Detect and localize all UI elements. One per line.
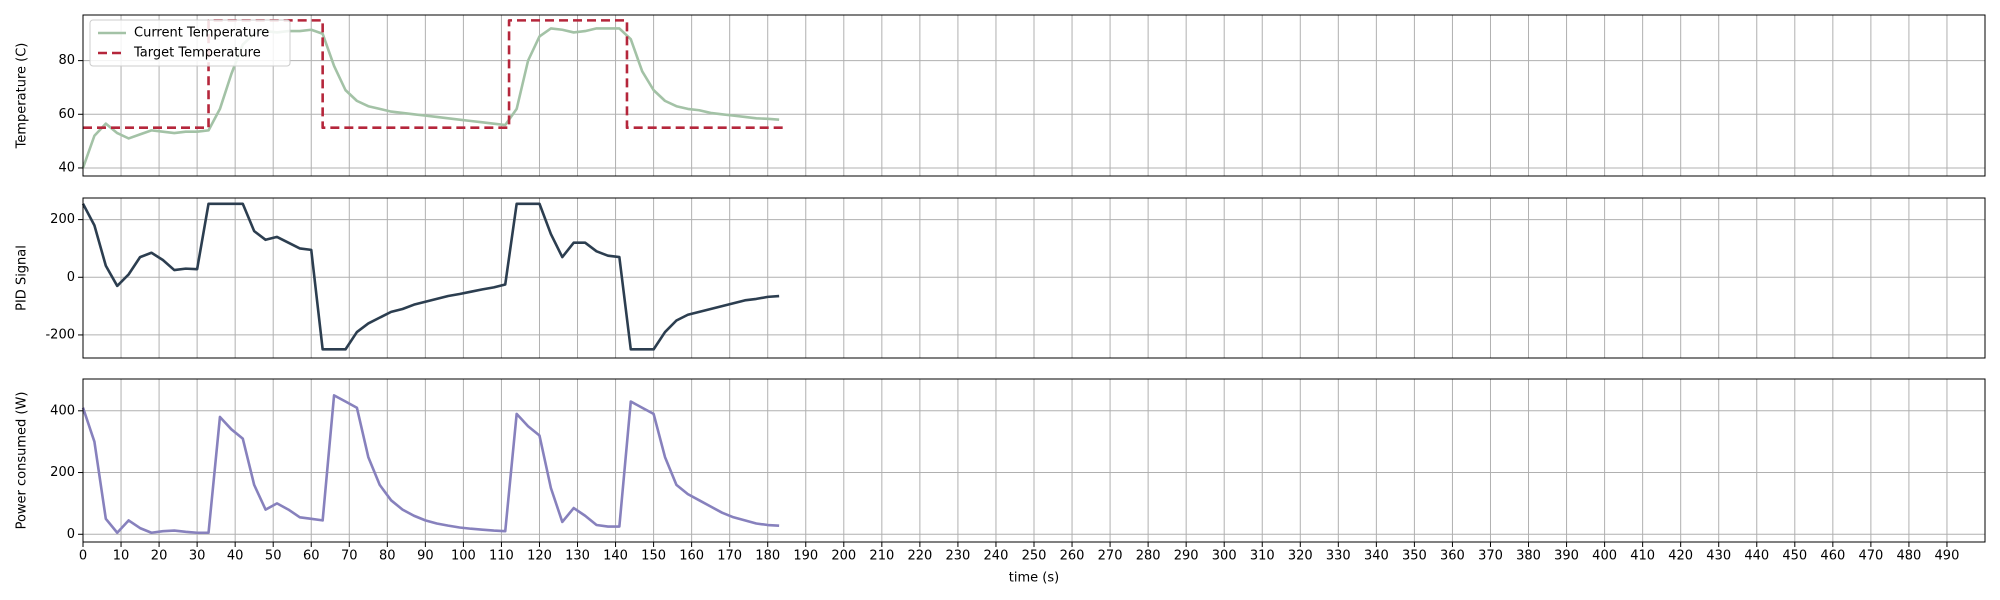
y-tick-label: 200 (50, 465, 75, 480)
x-tick-label: 150 (641, 549, 666, 564)
x-tick-label: 310 (1250, 549, 1275, 564)
x-tick-label: 40 (227, 549, 244, 564)
x-tick-label: 90 (417, 549, 434, 564)
x-tick-label: 490 (1935, 549, 1960, 564)
x-tick-label: 210 (869, 549, 894, 564)
x-tick-label: 170 (717, 549, 742, 564)
x-tick-label: 140 (603, 549, 628, 564)
y-tick-label: 80 (58, 53, 75, 68)
x-tick-label: 50 (265, 549, 282, 564)
plot-frame (82, 378, 1986, 543)
x-tick-label: 70 (341, 549, 358, 564)
x-tick-label: 160 (679, 549, 704, 564)
x-tick-label: 190 (793, 549, 818, 564)
x-tick-label: 360 (1440, 549, 1465, 564)
x-tick-label: 350 (1402, 549, 1427, 564)
x-tick-label: 30 (189, 549, 206, 564)
x-tick-label: 390 (1554, 549, 1579, 564)
plot-frame (82, 14, 1986, 177)
x-tick-label: 460 (1820, 549, 1845, 564)
x-tick-label: 330 (1326, 549, 1351, 564)
x-tick-label: 340 (1364, 549, 1389, 564)
x-tick-label: 270 (1098, 549, 1123, 564)
x-tick-label: 100 (451, 549, 476, 564)
data-line (81, 394, 780, 535)
x-tick-label: 480 (1897, 549, 1922, 564)
x-tick-label: 250 (1022, 549, 1047, 564)
x-tick-label: 400 (1592, 549, 1617, 564)
y-tick-label: 60 (58, 107, 75, 122)
x-tick-label: 290 (1174, 549, 1199, 564)
x-tick-label: 300 (1212, 549, 1237, 564)
y-tick-label: 0 (67, 270, 75, 285)
x-tick-label: 110 (489, 549, 514, 564)
x-tick-label: 450 (1782, 549, 1807, 564)
x-tick-label: 10 (113, 549, 130, 564)
x-tick-label: 220 (907, 549, 932, 564)
x-tick-label: 240 (984, 549, 1009, 564)
x-tick-label: 470 (1858, 549, 1883, 564)
x-tick-label: 230 (946, 549, 971, 564)
x-tick-label: 200 (831, 549, 856, 564)
y-axis-label: PID Signal (15, 245, 30, 311)
data-line (81, 202, 780, 351)
x-tick-label: 370 (1478, 549, 1503, 564)
x-tick-label: 130 (565, 549, 590, 564)
y-axis-label: Temperature (C) (15, 43, 30, 150)
x-tick-label: 440 (1744, 549, 1769, 564)
plot-frame (82, 197, 1986, 359)
x-tick-label: 380 (1516, 549, 1541, 564)
y-tick-label: 400 (50, 403, 75, 418)
x-tick-label: 180 (755, 549, 780, 564)
legend-box (89, 19, 291, 67)
legend-label: Current Temperature (134, 26, 269, 41)
y-tick-label: 0 (67, 527, 75, 542)
x-tick-label: 410 (1630, 549, 1655, 564)
x-tick-label: 80 (379, 549, 396, 564)
x-tick-label: 20 (151, 549, 168, 564)
x-tick-label: 280 (1136, 549, 1161, 564)
x-tick-label: 420 (1668, 549, 1693, 564)
x-tick-label: 260 (1060, 549, 1085, 564)
y-tick-label: 40 (58, 160, 75, 175)
y-tick-label: -200 (45, 327, 75, 342)
data-line (81, 27, 780, 169)
x-tick-label: 120 (527, 549, 552, 564)
y-axis-label: Power consumed (W) (15, 392, 30, 530)
legend-label: Target Temperature (133, 46, 261, 61)
x-tick-label: 0 (79, 549, 87, 564)
x-tick-label: 60 (303, 549, 320, 564)
x-tick-label: 320 (1288, 549, 1313, 564)
y-tick-label: 200 (50, 212, 75, 227)
data-line (83, 19, 783, 129)
x-tick-label: 430 (1706, 549, 1731, 564)
x-axis-label: time (s) (1009, 571, 1059, 586)
